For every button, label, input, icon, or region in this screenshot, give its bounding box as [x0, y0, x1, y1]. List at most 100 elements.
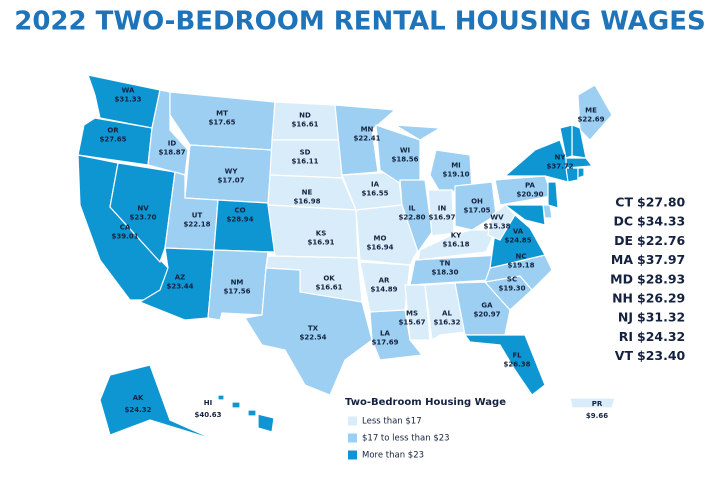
state-abbr: MO	[374, 235, 387, 243]
state-abbr: WV	[490, 214, 504, 222]
state-wage: $23.44	[166, 283, 193, 291]
state-abbr: TN	[440, 260, 451, 268]
state-wage: $40.63	[194, 411, 221, 419]
state-shape	[217, 394, 225, 401]
state-abbr: TX	[308, 325, 319, 333]
state-wage: $16.94	[366, 244, 393, 252]
state-shape	[369, 309, 424, 361]
state-shape	[454, 181, 497, 231]
state-abbr: VA	[513, 228, 524, 236]
state-wage: $16.32	[433, 319, 460, 327]
state-abbr: ND	[299, 112, 311, 120]
state-wage: $28.94	[226, 216, 253, 224]
state-wage: $19.30	[498, 285, 525, 293]
side-wage: $24.32	[637, 329, 685, 344]
state-abbr: SD	[300, 149, 311, 157]
state-abbr: AZ	[175, 274, 186, 282]
state-wage: $27.65	[99, 136, 126, 144]
side-wage: $37.97	[637, 252, 685, 267]
state-abbr: HI	[204, 399, 212, 407]
state-abbr: MI	[451, 162, 461, 170]
state-wage: $31.33	[114, 96, 141, 104]
state-abbr: MS	[406, 310, 418, 318]
state-abbr: WY	[225, 168, 239, 176]
state-wage: $16.98	[293, 198, 320, 206]
state-abbr: IN	[438, 205, 447, 213]
side-wage: $22.76	[637, 233, 686, 248]
state-wage: $17.69	[371, 339, 398, 347]
states	[77, 74, 616, 441]
state-shape	[267, 204, 359, 259]
side-wage: $34.33	[637, 214, 685, 229]
legend-swatch	[348, 416, 357, 426]
state-shape	[424, 282, 466, 342]
state-wage: $16.11	[291, 158, 318, 166]
state-wage: $16.91	[307, 239, 334, 247]
state-shape	[577, 84, 613, 141]
state-wage: $22.54	[299, 334, 326, 342]
state-abbr: NY	[555, 154, 567, 162]
state-shape	[427, 189, 455, 237]
state-abbr: AR	[379, 277, 390, 285]
state-shape	[569, 397, 616, 409]
state-wage: $16.18	[442, 241, 469, 249]
state-abbr: WA	[122, 87, 135, 95]
state-wage: $20.90	[516, 191, 543, 199]
state-abbr: NM	[231, 279, 244, 287]
state-abbr: PR	[592, 400, 603, 408]
state-wage: $24.32	[124, 406, 151, 414]
state-wage: $9.66	[586, 412, 608, 420]
side-wage: $26.29	[637, 291, 685, 306]
state-wage: $22.80	[398, 214, 425, 222]
state-shape	[547, 181, 559, 209]
legend-title: Two-Bedroom Housing Wage	[345, 397, 506, 408]
state-abbr: CA	[120, 224, 131, 232]
state-wage: $22.41	[353, 135, 380, 143]
state-wage: $20.97	[473, 311, 500, 319]
state-wage: $15.67	[398, 319, 425, 327]
state-shape	[394, 124, 442, 141]
state-shape	[77, 117, 153, 166]
state-wage: $19.10	[442, 171, 469, 179]
state-wage: $16.61	[315, 284, 342, 292]
side-wage: $27.80	[637, 195, 686, 210]
state-shape	[244, 267, 373, 396]
state-wage: $18.30	[431, 269, 458, 277]
state-wage: $14.89	[370, 286, 397, 294]
state-abbr: MN	[361, 126, 374, 134]
state-shape	[559, 124, 573, 159]
legend-swatch	[348, 450, 357, 460]
state-wage: $26.38	[503, 361, 530, 369]
state-shape	[503, 204, 546, 226]
state-wage: $16.55	[361, 190, 388, 198]
state-shape	[207, 249, 269, 321]
state-abbr: OR	[107, 127, 119, 135]
state-shape	[399, 179, 433, 254]
side-abbr: DC	[613, 214, 633, 229]
side-wage: $31.32	[637, 310, 685, 325]
state-shape	[463, 334, 546, 396]
state-abbr: SC	[507, 276, 517, 284]
state-abbr: ID	[168, 140, 177, 148]
state-wage: $22.69	[577, 116, 604, 124]
legend-label: $17 to less than $23	[362, 434, 450, 444]
side-abbr: NJ	[618, 310, 633, 325]
legend-swatch	[348, 433, 357, 443]
state-shape	[487, 204, 516, 241]
state-wage: $19.18	[507, 262, 534, 270]
state-shape	[355, 204, 419, 266]
side-abbr: RI	[619, 329, 633, 344]
state-labels: WA$31.33 OR$27.65 CA$39.01 NV$23.70 ID$18.87…	[99, 87, 685, 421]
state-shape	[565, 157, 594, 169]
state-abbr: IA	[371, 181, 380, 189]
state-abbr: AK	[133, 394, 144, 402]
side-abbr: DE	[614, 233, 633, 248]
state-abbr: ME	[585, 107, 597, 115]
state-shape	[577, 167, 585, 179]
side-abbr: NH	[612, 291, 633, 306]
side-abbr: VT	[615, 348, 634, 363]
side-abbr: MD	[610, 271, 633, 286]
legend-label: Less than $17	[362, 417, 422, 427]
state-abbr: NE	[302, 189, 313, 197]
legend-label: More than $23	[362, 451, 424, 461]
